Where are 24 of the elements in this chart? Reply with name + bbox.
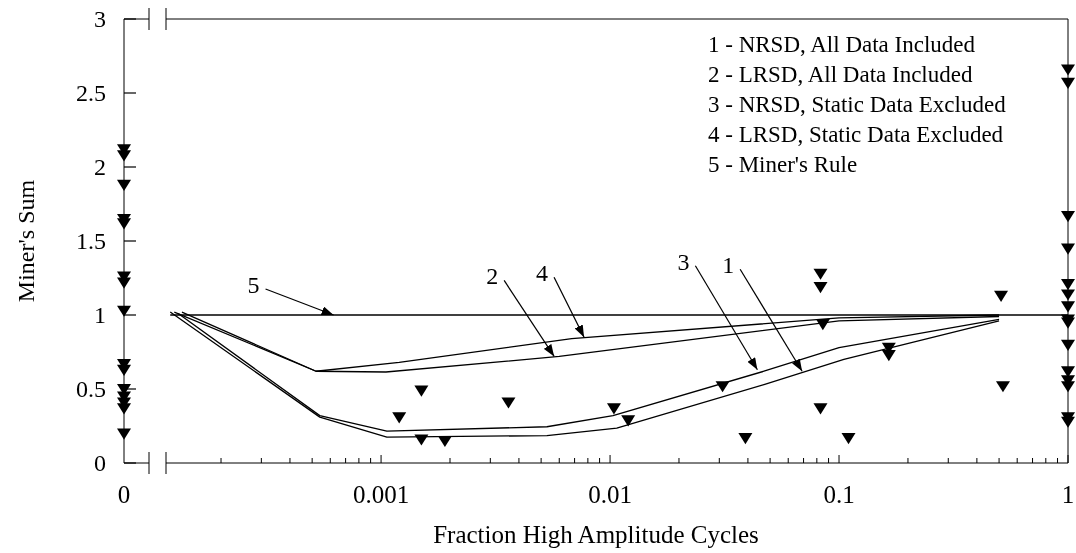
annotation: 1 [722,252,735,279]
annotation: 4 [536,260,549,287]
x-tick-label: 0.01 [588,481,632,508]
y-tick-label: 3 [94,6,106,32]
x-axis-title: Fraction High Amplitude Cycles [433,521,759,548]
annotation: 3 [677,248,690,275]
annotation: 5 [247,272,260,298]
y-tick-label: 0 [94,450,106,476]
x-tick-label: 0.1 [823,481,855,508]
annotation: 4 - LRSD, Static Data Excluded [708,122,1004,147]
x-tick-label: 1 [1061,481,1075,508]
y-tick-label: 1 [94,302,106,328]
annotation: 1 - NRSD, All Data Included [708,32,976,57]
annotation: 2 [486,263,499,290]
y-tick-label: 0.5 [76,376,106,402]
y-tick-label: 2.5 [76,80,106,106]
annotation: 3 - NRSD, Static Data Excluded [708,92,1007,117]
y-axis-title: Miner's Sum [13,179,39,303]
annotation: 2 - LRSD, All Data Included [708,62,973,87]
y-tick-label: 1.5 [76,228,106,254]
annotation: 5 - Miner's Rule [708,152,858,177]
y-tick-label: 2 [94,154,106,180]
x-tick-label: 0.001 [352,481,410,508]
x-tick-label: 0 [117,481,131,508]
